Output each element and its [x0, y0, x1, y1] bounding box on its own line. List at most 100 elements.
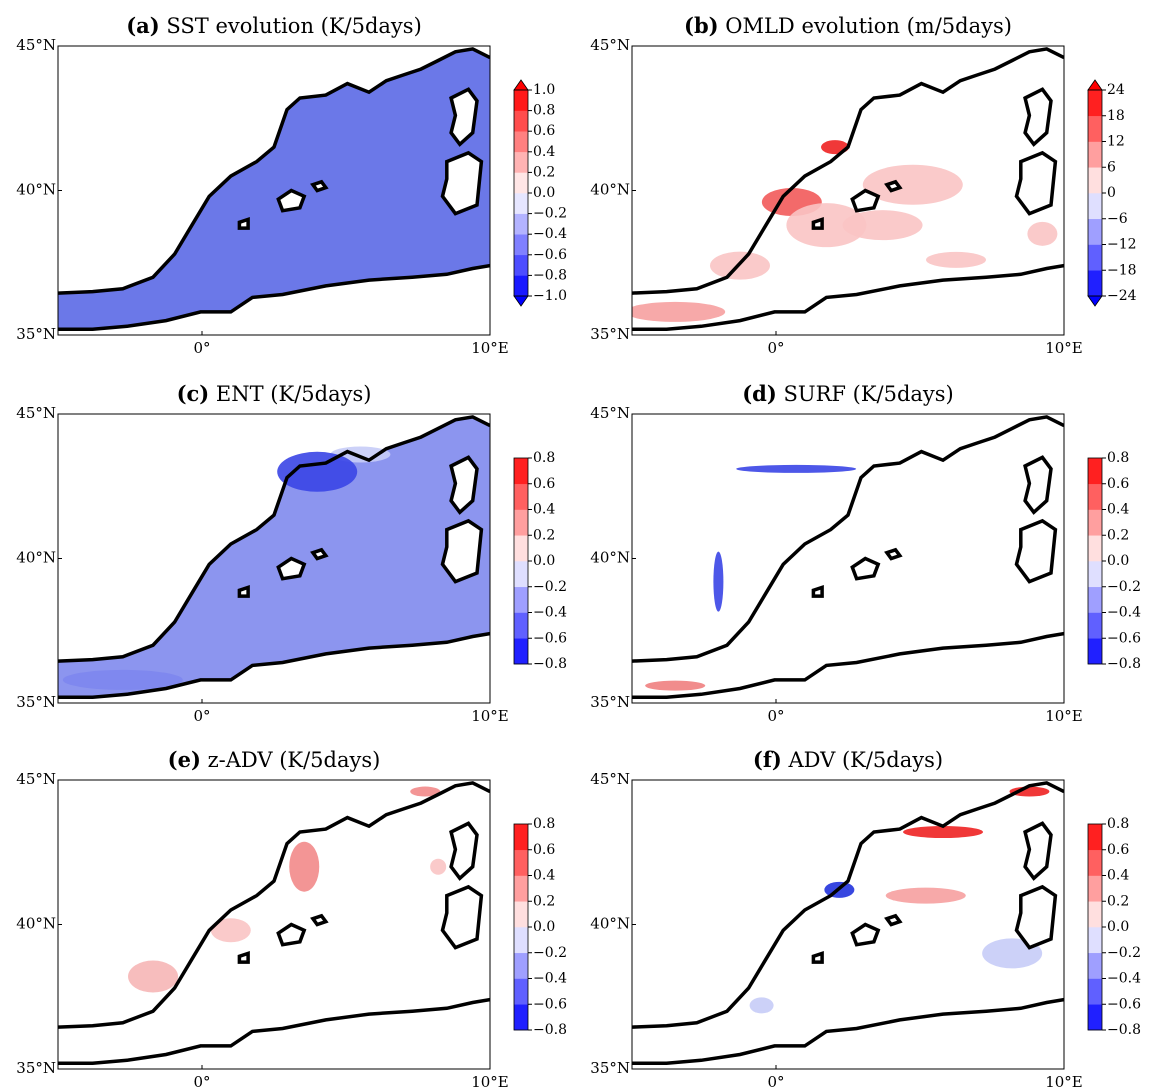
colorbar-tick-label: 1.0 [533, 82, 555, 98]
y-tick-label: 45°N [16, 404, 56, 422]
island [237, 216, 250, 230]
sea [632, 782, 1064, 1064]
colorbar-band [1088, 927, 1102, 954]
colorbar-band [514, 952, 528, 979]
x-tick-label: 0° [193, 1073, 210, 1091]
field-patch [903, 826, 984, 839]
north-coast [632, 415, 1064, 663]
x-tick-label: 0° [767, 1073, 784, 1091]
map-body [632, 415, 1064, 699]
colorbar-tick-label: 0.8 [533, 450, 555, 466]
colorbar-band [514, 110, 528, 132]
island [811, 950, 824, 964]
field-patch [749, 997, 774, 1014]
field-patch [210, 918, 251, 943]
colorbar-tick-label: −0.8 [533, 656, 567, 672]
y-tick-label: 35°N [16, 325, 56, 343]
panel-label: (f) [753, 747, 782, 772]
panel-title-text: OMLD evolution (m/5days) [725, 14, 1012, 38]
island [884, 547, 903, 561]
island [850, 188, 881, 213]
colorbar-band [1088, 193, 1102, 220]
panel-label: (b) [684, 13, 719, 38]
field-patch [645, 680, 706, 691]
colorbar-extend [513, 295, 529, 307]
north-coast [58, 781, 490, 1029]
island [440, 518, 484, 584]
colorbar-tick-label: −0.4 [1107, 971, 1141, 987]
field-patch [713, 551, 724, 612]
colorbar-tick-label: −0.8 [1107, 1022, 1141, 1038]
colorbar-tick-label: −0.4 [533, 605, 567, 621]
colorbar-band [514, 193, 528, 214]
colorbar-tick-label: 12 [1107, 134, 1125, 150]
colorbar-band [1088, 535, 1102, 562]
island [449, 821, 479, 881]
colorbar-band [514, 927, 528, 954]
colorbar-tick-label: −0.8 [533, 1022, 567, 1038]
field-patch [862, 164, 963, 205]
island [449, 87, 479, 147]
colorbar-band [514, 172, 528, 194]
colorbar-tick-label: 0.8 [533, 816, 555, 832]
colorbar-tick-label: 0.0 [1107, 553, 1129, 569]
y-tick-label: 45°N [590, 404, 630, 422]
sea [632, 416, 1064, 698]
colorbar-band [514, 483, 528, 510]
colorbar-band [514, 849, 528, 876]
panel-label: (e) [168, 747, 201, 772]
colorbar-tick-label: −18 [1107, 262, 1137, 278]
north-coast [632, 781, 1064, 1029]
colorbar-tick-label: −0.4 [533, 971, 567, 987]
x-tick-label: 10°E [471, 707, 509, 725]
x-tick-label: 0° [767, 707, 784, 725]
south-coast [632, 997, 1064, 1065]
island [850, 556, 881, 581]
island [237, 950, 250, 964]
sea [58, 782, 490, 1064]
colorbar-band [1088, 509, 1102, 536]
field-patch [736, 464, 857, 473]
colorbar-band [1088, 458, 1102, 485]
north-coast [58, 47, 490, 295]
colorbar-band [514, 151, 528, 173]
y-tick-label: 35°N [590, 1059, 630, 1077]
map-panel: (b) OMLD evolution (m/5days) 0° 10°E 35°N 40… [590, 13, 1136, 358]
island [276, 922, 307, 947]
x-tick-label: 10°E [1045, 707, 1083, 725]
y-tick-label: 45°N [16, 36, 56, 54]
colorbar-tick-label: 0.8 [1107, 450, 1129, 466]
map-body [632, 47, 1064, 331]
y-tick-label: 45°N [16, 770, 56, 788]
field-patch [821, 140, 850, 155]
colorbar-band [1088, 90, 1102, 117]
colorbar-band [1088, 952, 1102, 979]
colorbar-band [514, 90, 528, 111]
colorbar-tick-label: −0.2 [533, 945, 567, 961]
colorbar-band [514, 213, 528, 235]
panel-title-text: SST evolution (K/5days) [166, 14, 421, 38]
colorbar-tick-label: −24 [1107, 288, 1137, 304]
island [440, 150, 484, 216]
y-tick-label: 45°N [590, 36, 630, 54]
map-panel: (e) z-ADV (K/5days) 0° 10°E 35°N 40°N 45°N −0.… [16, 747, 567, 1092]
y-tick-label: 35°N [590, 693, 630, 711]
colorbar-band [514, 131, 528, 153]
field-patch [632, 301, 726, 322]
colorbar-extend [513, 79, 529, 91]
island [1014, 518, 1058, 584]
colorbar-band [1088, 141, 1102, 168]
x-tick-label: 0° [193, 707, 210, 725]
colorbar-tick-label: 0.2 [1107, 527, 1129, 543]
south-coast [58, 263, 490, 331]
colorbar-tick-label: −0.6 [533, 630, 567, 646]
south-coast [632, 263, 1064, 331]
y-tick-label: 35°N [16, 1059, 56, 1077]
island [1023, 821, 1053, 881]
panel-label: (a) [126, 13, 159, 38]
x-tick-label: 0° [767, 339, 784, 357]
colorbar-band [1088, 824, 1102, 851]
panel-title: (f) ADV (K/5days) [753, 747, 943, 772]
y-tick-label: 45°N [590, 770, 630, 788]
y-tick-label: 35°N [16, 693, 56, 711]
